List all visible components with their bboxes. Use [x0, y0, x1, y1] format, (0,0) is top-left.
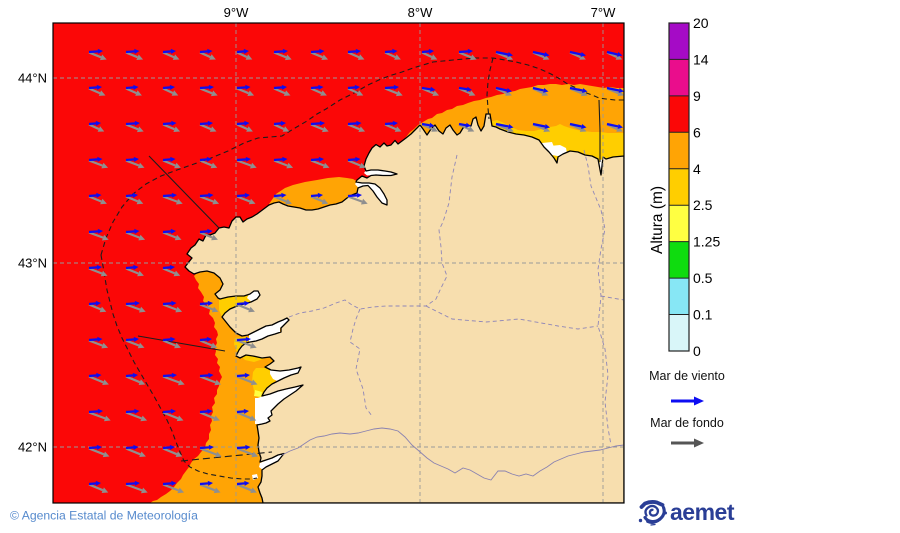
svg-text:0.1: 0.1 [693, 307, 713, 323]
svg-text:Mar de viento: Mar de viento [649, 369, 725, 383]
svg-text:43°N: 43°N [18, 256, 47, 271]
svg-text:7°W: 7°W [591, 5, 616, 20]
svg-text:Mar de fondo: Mar de fondo [650, 416, 724, 430]
svg-text:Altura (m): Altura (m) [649, 186, 666, 254]
svg-text:9: 9 [693, 88, 701, 104]
svg-text:0: 0 [693, 343, 701, 359]
svg-text:44°N: 44°N [18, 71, 47, 86]
svg-text:9°W: 9°W [224, 5, 249, 20]
svg-text:42°N: 42°N [18, 440, 47, 455]
svg-text:1.25: 1.25 [693, 234, 720, 250]
svg-text:6: 6 [693, 124, 701, 140]
svg-text:aemet: aemet [670, 499, 735, 525]
svg-text:4: 4 [693, 161, 701, 177]
svg-text:8°W: 8°W [408, 5, 433, 20]
svg-text:© Agencia Estatal de Meteorolo: © Agencia Estatal de Meteorología [10, 509, 198, 523]
svg-text:0.5: 0.5 [693, 270, 713, 286]
svg-text:2.5: 2.5 [693, 197, 713, 213]
svg-text:14: 14 [693, 51, 709, 67]
svg-text:20: 20 [693, 15, 709, 31]
